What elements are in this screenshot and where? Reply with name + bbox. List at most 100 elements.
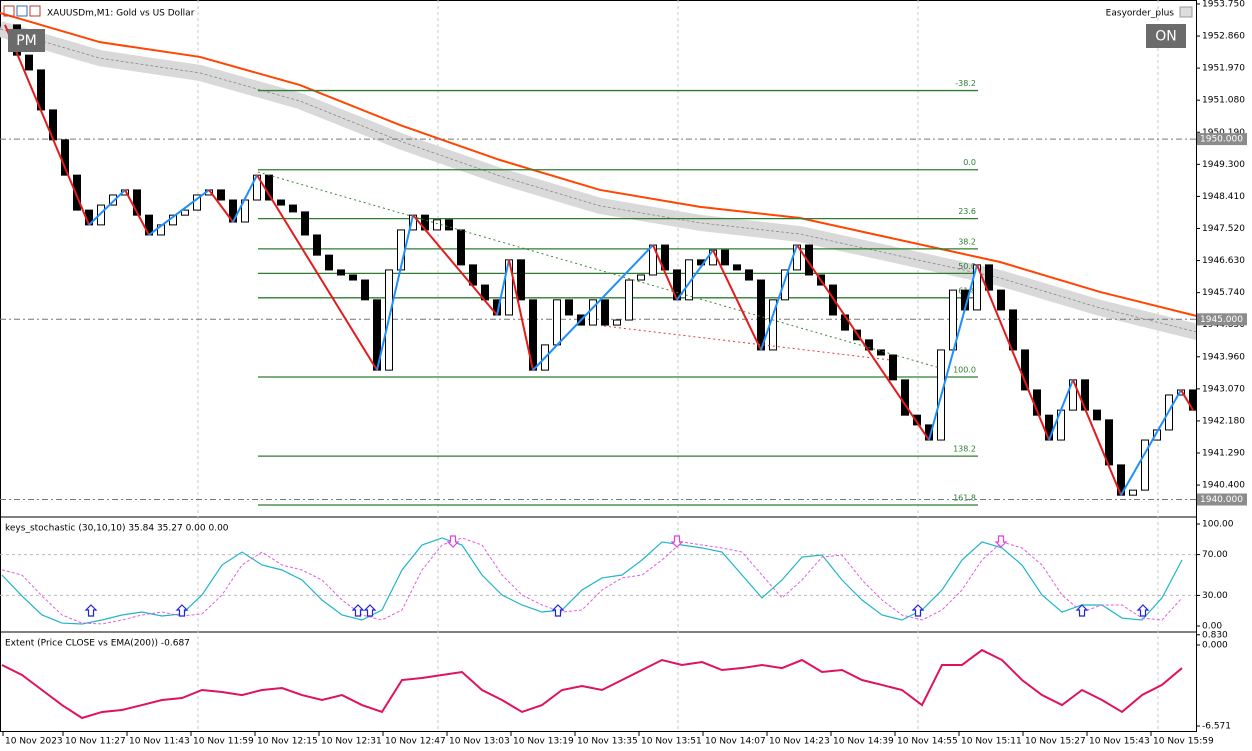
price-level-label: 1945.000 bbox=[1200, 315, 1243, 325]
x-tick-label: 10 Nov 14:23 bbox=[769, 737, 830, 747]
candle bbox=[721, 249, 729, 266]
y-tick-label: 1941.290 bbox=[1202, 449, 1245, 459]
candle bbox=[985, 264, 993, 291]
fib-trend-line bbox=[257, 171, 941, 369]
signal-arrow bbox=[175, 604, 189, 617]
symbol-icon bbox=[3, 5, 41, 17]
candle bbox=[97, 204, 105, 226]
fib-level-label: 38.2 bbox=[958, 237, 976, 246]
signal-arrow bbox=[911, 604, 925, 617]
y-tick-label: 1951.080 bbox=[1202, 96, 1245, 106]
candle bbox=[313, 234, 321, 256]
y-tick-label: 1950.190 bbox=[1202, 128, 1245, 138]
fib-level-label: 161.8 bbox=[953, 494, 976, 503]
candle bbox=[109, 194, 117, 206]
candle bbox=[781, 269, 789, 301]
x-tick-label: 10 Nov 15:11 bbox=[961, 737, 1022, 747]
x-tick-label: 10 Nov 14:39 bbox=[833, 737, 894, 747]
chart-frame bbox=[0, 0, 1197, 732]
candle bbox=[433, 219, 441, 231]
on-button[interactable] bbox=[1146, 24, 1186, 48]
signal-arrow bbox=[351, 604, 365, 617]
price-level-label: 1940.000 bbox=[1200, 495, 1243, 505]
candle bbox=[337, 269, 345, 276]
candle bbox=[349, 274, 357, 281]
candle bbox=[901, 379, 909, 416]
on-button-label[interactable]: ON bbox=[1155, 29, 1177, 45]
x-tick-label: 10 Nov 11:59 bbox=[193, 737, 254, 747]
candle bbox=[445, 219, 453, 231]
chart-title: XAUUSDm,M1: Gold vs US Dollar bbox=[47, 9, 195, 19]
signal-arrow bbox=[446, 535, 460, 548]
candle bbox=[1141, 439, 1149, 491]
fib-level-label: -38.2 bbox=[955, 79, 976, 88]
x-tick-label: 10 Nov 12:15 bbox=[257, 737, 318, 747]
y-tick-label: 0.000 bbox=[1202, 640, 1228, 650]
candle bbox=[733, 264, 741, 271]
x-tick-label: 10 Nov 12:47 bbox=[385, 737, 446, 747]
y-tick-label: 1940.400 bbox=[1202, 481, 1245, 491]
signal-arrow bbox=[1075, 604, 1089, 617]
y-tick-label: 100.00 bbox=[1202, 519, 1234, 529]
x-tick-label: 10 Nov 11:27 bbox=[65, 737, 126, 747]
candle bbox=[277, 199, 285, 206]
candle bbox=[25, 54, 33, 71]
x-tick-label: 10 Nov 13:35 bbox=[577, 737, 638, 747]
candle bbox=[613, 319, 621, 326]
x-tick-label: 10 Nov 15:43 bbox=[1089, 737, 1150, 747]
signal-arrow bbox=[994, 535, 1008, 548]
candle bbox=[457, 229, 465, 266]
candle bbox=[805, 244, 813, 276]
pm-button[interactable] bbox=[8, 29, 45, 52]
y-tick-label: 1951.970 bbox=[1202, 64, 1245, 74]
candle bbox=[565, 299, 573, 316]
indicator-line bbox=[1, 648, 1183, 720]
price-level-box bbox=[1197, 313, 1247, 326]
price-level-box bbox=[1197, 493, 1247, 506]
zigzag-segment bbox=[1048, 379, 1074, 441]
zigzag-segment bbox=[496, 259, 510, 316]
zigzag-segment bbox=[1120, 389, 1182, 496]
x-tick-label: 10 Nov 14:55 bbox=[897, 737, 958, 747]
candle bbox=[637, 274, 645, 281]
x-tick-label: 10 Nov 2023 bbox=[5, 737, 63, 747]
fib-level-label: 138.2 bbox=[953, 445, 976, 454]
y-tick-label: 1949.300 bbox=[1202, 160, 1245, 170]
zigzag-segment bbox=[760, 244, 798, 351]
candle bbox=[181, 209, 189, 216]
y-tick-label: 30.00 bbox=[1202, 591, 1228, 601]
zigzag-segment bbox=[4, 24, 90, 226]
y-tick-label: 70.00 bbox=[1202, 550, 1228, 560]
signal-arrow bbox=[363, 604, 377, 617]
x-tick-label: 10 Nov 13:51 bbox=[641, 737, 702, 747]
zigzag-segment bbox=[232, 174, 258, 223]
x-tick-label: 10 Nov 15:27 bbox=[1025, 737, 1086, 747]
stochastic-title: keys_stochastic (30,10,10) 35.84 35.27 0… bbox=[5, 524, 229, 534]
pm-button-label[interactable]: PM bbox=[16, 33, 37, 49]
candle bbox=[301, 211, 309, 236]
y-tick-label: -6.571 bbox=[1202, 722, 1231, 732]
zigzag-segment bbox=[532, 244, 654, 371]
candle bbox=[133, 189, 141, 216]
x-tick-label: 10 Nov 12:31 bbox=[321, 737, 382, 747]
candle bbox=[325, 254, 333, 271]
expert-icon bbox=[1179, 6, 1193, 18]
zigzag-segment bbox=[148, 189, 210, 236]
y-tick-label: 1943.070 bbox=[1202, 384, 1245, 394]
y-tick-label: 0.00 bbox=[1202, 622, 1222, 632]
x-tick-label: 10 Nov 14:07 bbox=[705, 737, 766, 747]
zigzag-segment bbox=[124, 189, 150, 236]
zigzag-segment bbox=[88, 189, 126, 226]
signal-arrow bbox=[84, 604, 98, 617]
fib-level-label: 50.0 bbox=[958, 262, 976, 271]
candle bbox=[925, 424, 933, 441]
candle bbox=[997, 289, 1005, 311]
candle bbox=[913, 414, 921, 426]
candle bbox=[757, 279, 765, 351]
ema-band-mid bbox=[0, 28, 1196, 333]
candle bbox=[601, 299, 609, 326]
candle bbox=[1129, 489, 1137, 496]
expert-name: Easyorder_plus bbox=[1106, 9, 1175, 19]
